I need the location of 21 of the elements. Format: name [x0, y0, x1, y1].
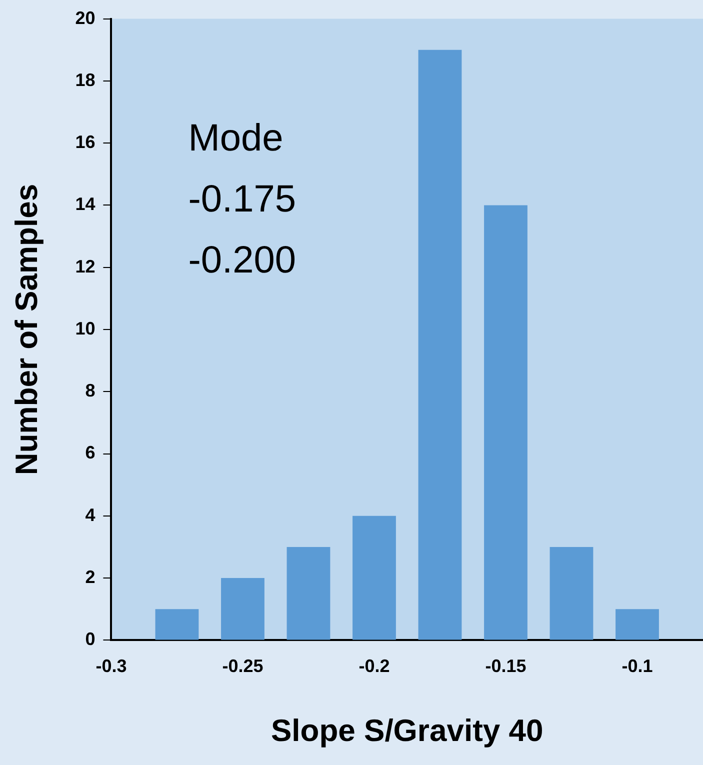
- annotation: Mode: [188, 117, 284, 160]
- y-tick-label: 4: [85, 504, 96, 525]
- y-tick-label: 12: [75, 256, 96, 276]
- y-axis-title: Number of Samples: [9, 184, 44, 476]
- y-tick-label: 16: [75, 132, 96, 152]
- y-tick-label: 0: [85, 629, 96, 650]
- x-tick-label: -0.1: [622, 656, 653, 676]
- annotation: -0.200: [188, 239, 296, 282]
- x-tick-label: -0.2: [358, 656, 390, 676]
- y-tick-label: 14: [75, 194, 96, 214]
- x-tick-label: -0.15: [485, 656, 526, 676]
- y-tick-label: 10: [75, 318, 96, 338]
- y-tick-label: 6: [85, 442, 96, 463]
- x-tick-label: -0.3: [96, 656, 127, 676]
- y-tick-label: 8: [85, 380, 96, 401]
- annotation: -0.175: [188, 178, 296, 220]
- x-tick-label: -0.25: [222, 656, 264, 676]
- y-tick-label: 18: [75, 70, 96, 90]
- y-tick-label: 20: [75, 8, 96, 28]
- x-axis-title: Slope S/Gravity 40: [270, 712, 544, 748]
- y-tick-label: 2: [85, 567, 96, 588]
